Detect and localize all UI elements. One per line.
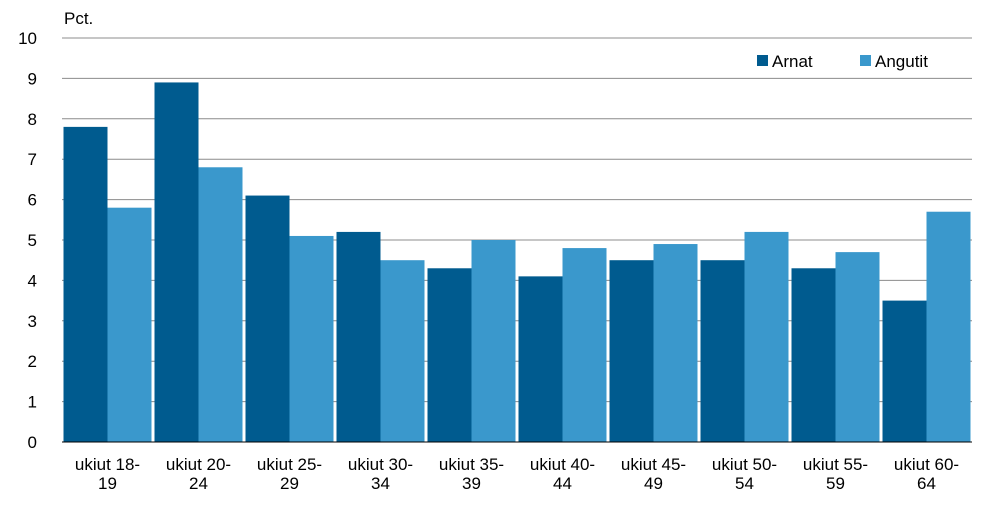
bar-angutit	[107, 207, 152, 442]
x-tick-label: ukiut 18-19	[75, 455, 140, 493]
y-tick-label: 1	[28, 393, 37, 412]
bar-arnat	[882, 300, 927, 442]
bar-angutit	[289, 235, 334, 442]
y-tick-label: 4	[28, 271, 37, 290]
bar-angutit	[653, 244, 698, 442]
y-tick-label: 7	[28, 150, 37, 169]
x-tick-label: ukiut 50-54	[712, 455, 777, 493]
bar-angutit	[926, 211, 971, 442]
bar-arnat	[791, 268, 836, 442]
y-tick-label: 10	[18, 29, 37, 48]
bar-angutit	[198, 167, 243, 442]
legend: Arnat Angutit	[757, 52, 928, 71]
bar-arnat	[63, 126, 108, 442]
y-tick-label: 9	[28, 69, 37, 88]
bar-arnat	[427, 268, 472, 442]
x-tick-labels: ukiut 18-19 ukiut 20-24 ukiut 25-29 ukiut 3…	[75, 455, 959, 493]
y-unit-label: Pct.	[64, 9, 93, 28]
bar-angutit	[471, 240, 516, 442]
bar-angutit	[562, 248, 607, 442]
x-tick-label: ukiut 45-49	[621, 455, 686, 493]
bar-arnat	[609, 260, 654, 442]
bar-arnat	[700, 260, 745, 442]
bar-arnat	[154, 82, 199, 442]
y-tick-label: 0	[28, 433, 37, 452]
y-tick-label: 2	[28, 352, 37, 371]
x-tick-label: ukiut 30-34	[348, 455, 413, 493]
legend-swatch-angutit	[860, 55, 871, 66]
bar-angutit	[380, 260, 425, 442]
y-tick-labels: 0 1 2 3 4 5 6 7 8 9 10	[18, 29, 37, 452]
x-tick-label: ukiut 55-59	[803, 455, 868, 493]
bar-angutit	[835, 252, 880, 442]
bars	[63, 82, 971, 442]
x-tick-label: ukiut 60-64	[894, 455, 959, 493]
y-tick-label: 5	[28, 231, 37, 250]
legend-swatch-arnat	[757, 55, 768, 66]
y-tick-label: 3	[28, 312, 37, 331]
bar-arnat	[518, 276, 563, 442]
x-tick-label: ukiut 40-44	[530, 455, 595, 493]
y-tick-label: 6	[28, 191, 37, 210]
x-tick-label: ukiut 20-24	[166, 455, 231, 493]
bar-arnat	[245, 195, 290, 442]
x-tick-label: ukiut 25-29	[257, 455, 322, 493]
y-tick-label: 8	[28, 110, 37, 129]
bar-angutit	[744, 231, 789, 442]
x-tick-label: ukiut 35-39	[439, 455, 504, 493]
bar-arnat	[336, 231, 381, 442]
legend-label-arnat: Arnat	[772, 52, 813, 71]
legend-label-angutit: Angutit	[875, 52, 928, 71]
